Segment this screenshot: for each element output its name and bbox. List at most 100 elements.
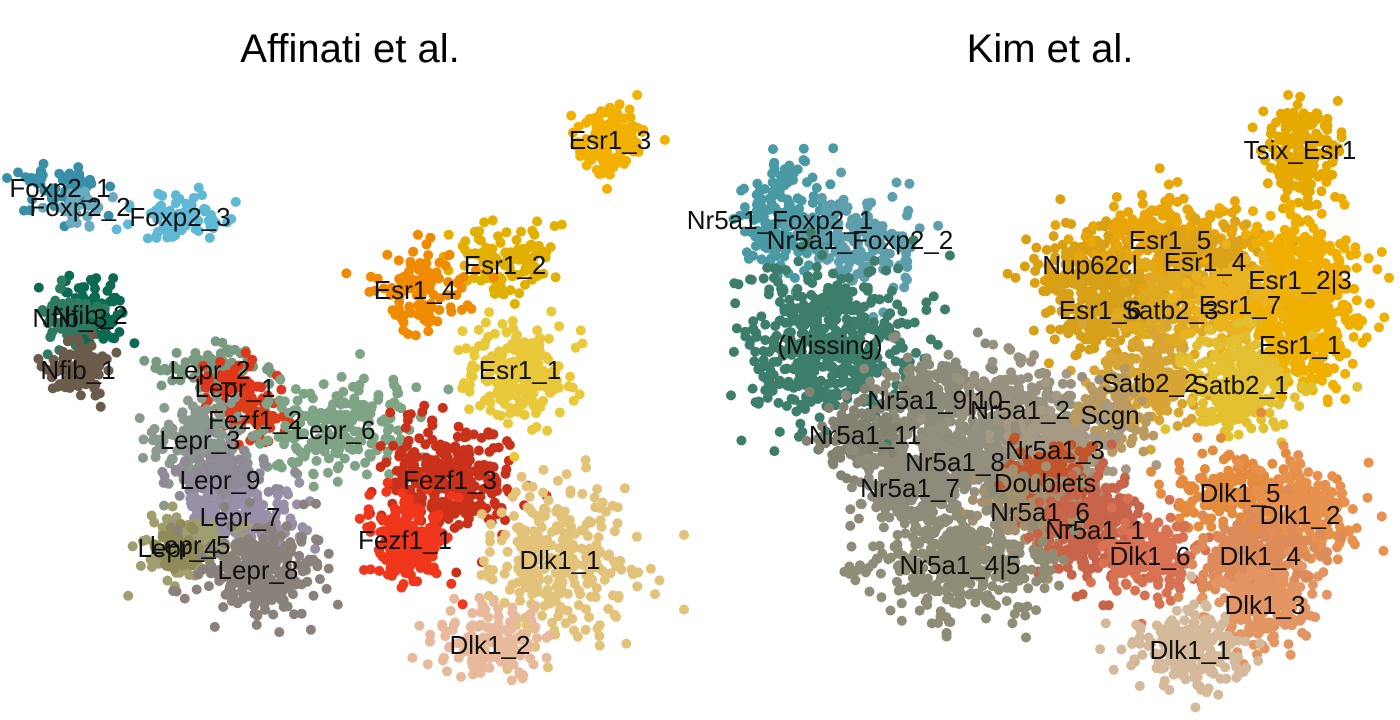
data-point xyxy=(457,599,468,610)
data-point xyxy=(532,216,543,227)
data-point xyxy=(1137,190,1147,200)
data-point xyxy=(375,440,386,451)
data-point xyxy=(443,229,454,240)
data-point xyxy=(774,375,785,386)
data-point xyxy=(792,164,803,175)
data-point xyxy=(1294,182,1305,193)
data-point xyxy=(432,512,443,523)
data-point xyxy=(758,355,769,365)
data-point xyxy=(382,477,393,488)
data-point xyxy=(108,192,118,202)
data-point xyxy=(204,232,215,243)
data-point xyxy=(311,455,322,466)
data-point xyxy=(795,418,806,429)
data-point xyxy=(554,605,565,616)
data-point xyxy=(654,575,665,586)
data-point xyxy=(308,590,319,601)
data-point xyxy=(825,179,836,190)
data-point xyxy=(37,170,48,180)
data-point xyxy=(577,488,588,499)
data-point xyxy=(339,453,350,464)
data-point xyxy=(760,335,771,346)
data-point xyxy=(1241,219,1252,230)
data-point xyxy=(292,395,303,406)
data-point xyxy=(318,379,329,390)
data-point xyxy=(543,574,554,585)
cluster-label: Esr1_1 xyxy=(479,355,561,385)
data-point xyxy=(799,307,809,318)
data-point xyxy=(356,436,367,447)
data-point xyxy=(1280,121,1291,132)
data-point xyxy=(230,196,241,207)
data-point xyxy=(305,624,316,635)
data-point xyxy=(774,297,785,307)
data-point xyxy=(354,513,365,524)
data-point xyxy=(92,301,103,312)
data-point xyxy=(569,625,579,636)
data-point xyxy=(509,451,520,462)
data-point xyxy=(311,534,321,545)
data-point xyxy=(233,411,243,422)
data-point xyxy=(347,444,358,455)
data-point xyxy=(464,455,475,466)
data-point xyxy=(111,347,122,358)
data-point xyxy=(1229,196,1240,207)
data-point xyxy=(414,511,425,521)
data-point xyxy=(58,323,69,334)
data-point xyxy=(493,231,503,242)
data-point xyxy=(1019,261,1030,272)
data-point xyxy=(346,399,357,410)
data-point xyxy=(445,605,456,616)
data-point xyxy=(514,288,525,299)
data-point xyxy=(384,423,395,434)
data-point xyxy=(560,618,571,629)
data-point xyxy=(323,548,334,559)
data-point xyxy=(168,360,179,371)
data-point xyxy=(536,522,547,533)
data-point xyxy=(45,332,56,343)
data-point xyxy=(755,234,766,244)
data-point xyxy=(191,584,202,595)
data-point xyxy=(280,541,291,552)
data-point xyxy=(65,188,76,199)
data-point xyxy=(249,608,260,619)
data-point xyxy=(75,390,86,401)
data-point xyxy=(18,205,29,216)
data-point xyxy=(161,513,172,524)
data-point xyxy=(332,476,343,487)
data-point xyxy=(909,317,920,328)
data-point xyxy=(37,202,48,213)
data-point xyxy=(848,316,859,327)
data-point xyxy=(604,102,615,113)
data-point xyxy=(488,284,499,295)
data-point xyxy=(833,256,844,267)
data-point xyxy=(240,347,251,358)
data-point xyxy=(232,598,243,609)
data-point xyxy=(763,289,774,300)
data-point xyxy=(475,667,486,678)
data-point xyxy=(193,182,204,193)
data-point xyxy=(902,210,912,221)
data-point xyxy=(827,361,838,372)
data-point xyxy=(294,477,305,488)
data-point xyxy=(515,595,526,606)
data-point xyxy=(751,189,762,200)
cluster-label: Foxp2_2 xyxy=(29,192,130,222)
data-point xyxy=(339,397,349,408)
data-point xyxy=(769,446,780,457)
data-point xyxy=(611,611,621,622)
data-point xyxy=(91,310,102,321)
data-point xyxy=(71,208,82,219)
data-point xyxy=(1283,90,1294,100)
data-point xyxy=(1002,268,1013,279)
data-point xyxy=(532,581,543,592)
data-point xyxy=(485,536,495,547)
data-point xyxy=(211,392,222,403)
cluster-label: Dlk1_1 xyxy=(520,545,601,575)
data-point xyxy=(167,375,178,386)
data-point xyxy=(474,592,485,603)
data-point xyxy=(731,323,742,334)
data-point xyxy=(650,589,660,600)
data-point xyxy=(1247,122,1258,133)
data-point xyxy=(554,588,565,599)
